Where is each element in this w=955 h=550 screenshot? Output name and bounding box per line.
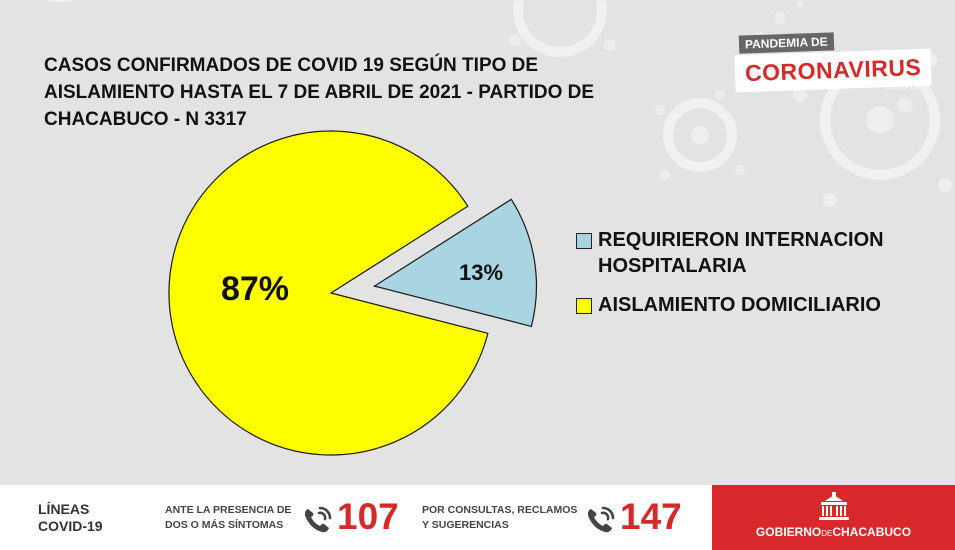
chart-title: CASOS CONFIRMADOS DE COVID 19 SEGÚN TIPO… [44, 52, 644, 133]
footer-symptoms-line-2: DOS O MÁS SÍNTOMAS [165, 519, 284, 531]
chart-title-line-3: CHACABUCO - N 3317 [44, 109, 247, 130]
town-hall-icon [819, 492, 849, 520]
phone-number-107[interactable]: 107 [337, 496, 399, 537]
phone-icon [587, 506, 615, 533]
footer-lineas: LÍNEAS COVID-19 [38, 501, 103, 535]
gov-suffix: CHACABUCO [832, 525, 912, 539]
pie-data-label-1: 87% [221, 270, 289, 308]
badge-sub-label: COVID-19 [885, 84, 918, 91]
footer-bar: LÍNEAS COVID-19 ANTE LA PRESENCIA DE DOS… [0, 485, 955, 550]
gov-middle: DE [821, 529, 833, 538]
legend-label-hospital-line-2: HOSPITALARIA [598, 255, 747, 277]
phone-number-147[interactable]: 147 [620, 496, 682, 537]
legend-item-hospital: REQUIRIERON INTERNACION HOSPITALARIA [576, 227, 946, 279]
pie-chart: 13% 87% [168, 130, 538, 456]
chart-title-line-2: AISLAMIENTO HASTA EL 7 DE ABRIL DE 2021 … [44, 82, 595, 103]
pie-slice-1 [168, 130, 489, 456]
gobierno-chacabuco-label: GOBIERNODECHACABUCO [712, 525, 955, 539]
footer-inquiries-line-1: POR CONSULTAS, RECLAMOS [422, 504, 578, 516]
chart-legend: REQUIRIERON INTERNACION HOSPITALARIA AIS… [576, 227, 946, 331]
footer-inquiries-text: POR CONSULTAS, RECLAMOS Y SUGERENCIAS [422, 503, 577, 533]
legend-item-home: AISLAMIENTO DOMICILIARIO [576, 292, 946, 318]
gobierno-chacabuco-block: GOBIERNODECHACABUCO [712, 485, 955, 550]
phone-icon [304, 506, 332, 533]
virus-background-decoration [45, 0, 952, 207]
footer-symptoms-line-1: ANTE LA PRESENCIA DE [165, 504, 292, 516]
footer-inquiries-line-2: Y SUGERENCIAS [422, 519, 509, 531]
legend-label-hospital-line-1: REQUIRIERON INTERNACION [598, 229, 884, 251]
chart-title-line-1: CASOS CONFIRMADOS DE COVID 19 SEGÚN TIPO… [44, 55, 539, 76]
legend-swatch-hospital [576, 233, 592, 249]
footer-symptoms-text: ANTE LA PRESENCIA DE DOS O MÁS SÍNTOMAS [165, 503, 291, 533]
gov-prefix: GOBIERNO [755, 525, 822, 539]
legend-label-home: AISLAMIENTO DOMICILIARIO [598, 294, 881, 316]
pie-data-label-0: 13% [459, 260, 503, 285]
pie-slice-0 [372, 198, 538, 328]
legend-swatch-home [576, 298, 592, 314]
footer-lineas-line-2: COVID-19 [38, 518, 103, 534]
footer-lineas-line-1: LÍNEAS [38, 501, 90, 517]
